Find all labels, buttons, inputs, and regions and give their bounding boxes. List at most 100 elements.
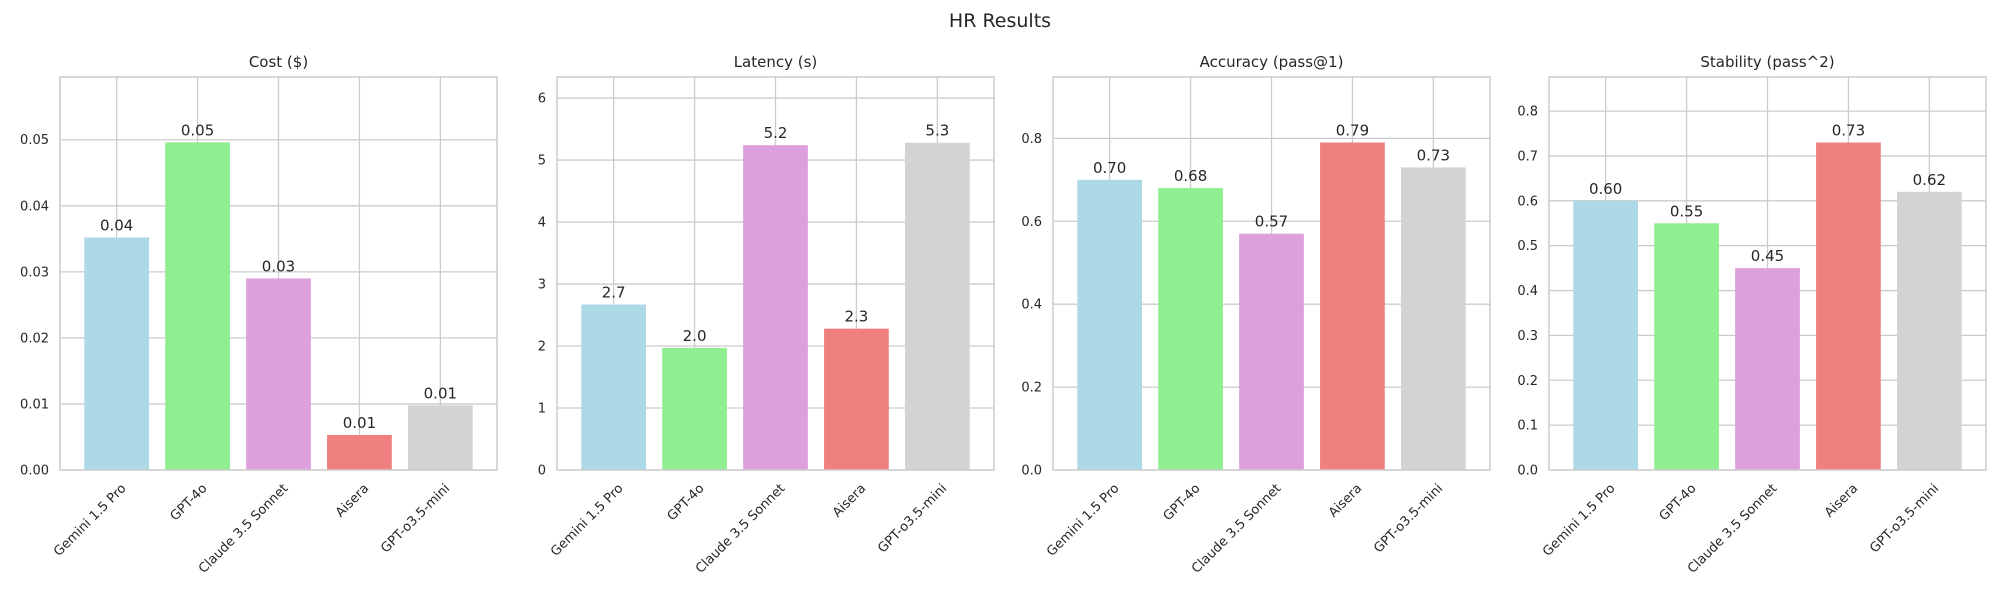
bar xyxy=(246,278,311,470)
bar-value-label: 0.60 xyxy=(1589,180,1622,198)
axes-frame xyxy=(59,76,498,471)
chart-panel-2: Accuracy (pass@1) 0.0 0.2 0.4 0.6 0.8 0.70 Gemi… xyxy=(1021,53,1491,577)
y-tick-label: 0.05 xyxy=(20,133,49,148)
panel-title: Cost ($) xyxy=(249,53,308,71)
y-tick-label: 0 xyxy=(538,464,546,479)
bar xyxy=(327,434,392,470)
bar xyxy=(1320,142,1385,470)
x-tick-label: Gemini 1.5 Pro xyxy=(1044,481,1122,559)
x-tick-label: Gemini 1.5 Pro xyxy=(1540,481,1618,559)
bar-value-label: 0.70 xyxy=(1093,159,1126,177)
x-tick-label: Claude 3.5 Sonnet xyxy=(693,481,788,576)
x-tick-label: Claude 3.5 Sonnet xyxy=(1685,481,1780,576)
y-tick-label: 6 xyxy=(538,92,546,107)
bar-value-label: 0.57 xyxy=(1255,213,1288,231)
panel-title: Stability (pass^2) xyxy=(1700,53,1834,71)
bar-value-label: 0.05 xyxy=(181,121,214,139)
panel-title: Accuracy (pass@1) xyxy=(1200,53,1344,71)
bar-value-label: 5.3 xyxy=(925,122,949,140)
y-tick-label: 0.6 xyxy=(1021,215,1042,230)
axes-frame xyxy=(1052,76,1491,471)
x-tick-label: GPT-4o xyxy=(168,481,211,524)
y-tick-label: 0.2 xyxy=(1021,381,1042,396)
y-tick-label: 0.4 xyxy=(1021,298,1042,313)
bar xyxy=(1400,167,1466,470)
bar-value-label: 2.0 xyxy=(683,327,707,345)
axes-frame xyxy=(556,76,995,471)
bar xyxy=(1573,200,1639,471)
bar-value-label: 0.79 xyxy=(1336,122,1369,140)
y-tick-label: 0.1 xyxy=(1517,419,1538,434)
x-tick-label: GPT-4o xyxy=(1161,481,1204,524)
bar-value-label: 0.45 xyxy=(1751,247,1784,265)
x-tick-label: GPT-4o xyxy=(665,481,708,524)
y-tick-label: 3 xyxy=(538,278,546,293)
chart-panel-3: Stability (pass^2)0.00.10.20.30.40.50.60… xyxy=(1517,53,1987,577)
bar xyxy=(743,145,808,470)
bar-value-label: 0.68 xyxy=(1174,167,1207,185)
x-tick-label: Claude 3.5 Sonnet xyxy=(1189,481,1284,576)
y-tick-label: 0.8 xyxy=(1517,105,1538,120)
y-tick-label: 0.02 xyxy=(20,331,49,346)
bar-value-label: 0.73 xyxy=(1417,146,1450,164)
axes-frame xyxy=(1548,76,1987,471)
x-tick-label: Aisera xyxy=(333,481,372,520)
bar xyxy=(1735,268,1800,470)
chart-panel-1: Latency (s) 0 1 2 3 4 5 6 2.7 Gemini 1.5 Pro 2.0 GP… xyxy=(538,53,995,577)
x-tick-label: Gemini 1.5 Pro xyxy=(548,481,626,559)
y-tick-label: 0.01 xyxy=(20,397,49,412)
bar-value-label: 0.01 xyxy=(424,384,457,402)
chart-panel-0: Cost ($) 0.00 0.01 0.02 0.03 0.04 0.05 0.04 Gemi… xyxy=(20,53,498,577)
y-tick-label: 0.04 xyxy=(20,199,49,214)
y-tick-label: 0.6 xyxy=(1517,194,1538,209)
y-tick-label: 0.0 xyxy=(1517,464,1538,479)
y-tick-label: 0.7 xyxy=(1517,149,1538,164)
bar xyxy=(1239,233,1304,470)
bar xyxy=(904,142,970,471)
y-tick-label: 0.5 xyxy=(1517,239,1538,254)
y-tick-label: 1 xyxy=(538,402,546,417)
y-tick-label: 5 xyxy=(538,154,546,169)
bar xyxy=(84,237,150,470)
bar-value-label: 0.55 xyxy=(1670,202,1703,220)
figure-title: HR Results xyxy=(949,10,1051,32)
x-tick-label: Gemini 1.5 Pro xyxy=(51,481,129,559)
bar-value-label: 0.62 xyxy=(1913,171,1946,189)
x-tick-label: GPT-o3.5-mini xyxy=(1867,481,1942,556)
bar xyxy=(1816,142,1881,470)
y-tick-label: 0.4 xyxy=(1517,284,1538,299)
y-tick-label: 0.3 xyxy=(1517,329,1538,344)
y-tick-label: 2 xyxy=(538,340,546,355)
bar xyxy=(407,405,473,470)
x-tick-label: GPT-o3.5-mini xyxy=(875,481,950,556)
y-tick-label: 0.8 xyxy=(1021,132,1042,147)
bar xyxy=(581,304,647,470)
bar-value-label: 0.73 xyxy=(1832,122,1865,140)
y-tick-label: 0.0 xyxy=(1021,464,1042,479)
bar-value-label: 0.01 xyxy=(343,414,376,432)
x-tick-label: Aisera xyxy=(1326,481,1365,520)
panel-title: Latency (s) xyxy=(734,53,818,71)
bar-value-label: 5.2 xyxy=(764,124,788,142)
y-tick-label: 0.00 xyxy=(20,464,49,479)
bar xyxy=(1077,179,1143,470)
x-tick-label: GPT-o3.5-mini xyxy=(1371,481,1446,556)
bar xyxy=(1158,188,1223,471)
bar xyxy=(1896,191,1962,471)
bar xyxy=(824,328,889,470)
bar xyxy=(662,347,727,470)
chart-panels: Cost ($)0.000.010.020.030.040.050.04Gemi… xyxy=(20,53,1987,577)
y-tick-label: 0.03 xyxy=(20,265,49,280)
x-tick-label: GPT-4o xyxy=(1657,481,1700,524)
bar-value-label: 0.03 xyxy=(262,257,295,275)
y-tick-label: 0.2 xyxy=(1517,374,1538,389)
bar xyxy=(1654,223,1719,470)
bar xyxy=(165,142,230,470)
bar-value-label: 2.7 xyxy=(602,283,626,301)
bar-value-label: 0.04 xyxy=(100,217,133,235)
y-tick-label: 4 xyxy=(538,216,546,231)
x-tick-label: Claude 3.5 Sonnet xyxy=(196,481,291,576)
x-tick-label: Aisera xyxy=(830,481,869,520)
x-tick-label: GPT-o3.5-mini xyxy=(378,481,453,556)
